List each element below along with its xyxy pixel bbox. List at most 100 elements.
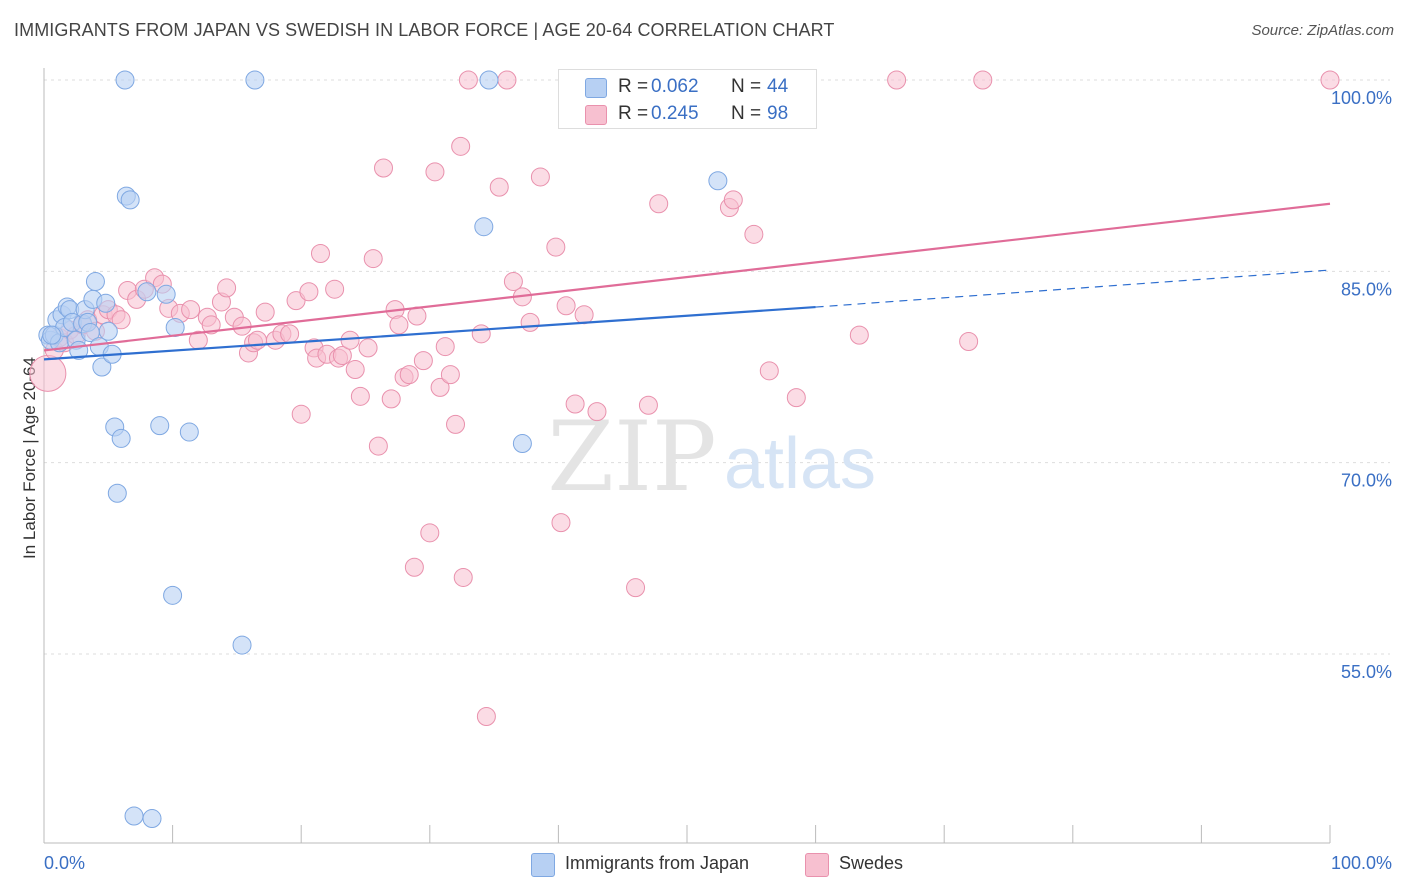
swedes-point [345, 360, 365, 380]
swedes-point [201, 315, 221, 335]
swedes-point [332, 346, 352, 366]
japan-point [512, 434, 532, 454]
swedes-point [413, 351, 433, 371]
legend-n-value: 44 [767, 76, 789, 97]
japan-point [156, 284, 176, 304]
swedes-point [551, 513, 571, 533]
swedes-point [430, 377, 450, 397]
swedes-point [530, 167, 550, 187]
japan-point [179, 422, 199, 442]
swedes-point [744, 224, 764, 244]
y-tick-label: 85.0% [1341, 279, 1392, 299]
japan-point [120, 190, 140, 210]
swedes-point [1320, 70, 1340, 90]
swedes-point [497, 70, 517, 90]
japan-point [245, 70, 265, 90]
japan-point [163, 585, 183, 605]
swedes-point [626, 578, 646, 598]
swedes-point [381, 389, 401, 409]
swedes-point [503, 272, 523, 292]
chart-source: Source: ZipAtlas.com [1251, 22, 1394, 39]
swedes-point [471, 324, 491, 344]
swedes-point [247, 330, 267, 350]
swedes-point [299, 282, 319, 302]
swedes-point [723, 190, 743, 210]
bottom-legend-label-swedes: Swedes [839, 853, 904, 873]
swedes-point [310, 243, 330, 263]
y-tick-label: 70.0% [1341, 471, 1392, 491]
japan-point [479, 70, 499, 90]
swedes-point [489, 177, 509, 197]
correlation-legend: R = 0.062 N = 44 R = 0.245 N = 98 [558, 69, 817, 129]
swedes-point [849, 325, 869, 345]
swedes-point [291, 404, 311, 424]
japan-point [98, 321, 118, 341]
watermark: ZIP atlas [547, 401, 876, 513]
swedes-point [404, 557, 424, 577]
grid-layer [44, 79, 1390, 655]
legend-n-label: N = [731, 76, 762, 97]
japan-point [137, 282, 157, 302]
japan-point [142, 809, 162, 829]
swedes-point [959, 331, 979, 351]
swedes-point [425, 162, 445, 182]
swedes-point [363, 249, 383, 269]
japan-point [92, 357, 112, 377]
bottom-legend-swatch-japan [531, 853, 555, 877]
swedes-point [340, 330, 360, 350]
swedes-point [358, 338, 378, 358]
trend-layer [43, 202, 1331, 361]
watermark-zip: ZIP [547, 401, 716, 513]
swedes-point [574, 305, 594, 325]
legend-n-label: N = [731, 103, 762, 124]
legend-r-value: 0.062 [651, 76, 699, 97]
japan-point [85, 272, 105, 292]
legend-r-label: R = [618, 103, 649, 124]
swedes-point [29, 354, 67, 392]
japan-trendline-extension [815, 269, 1331, 308]
japan-point [115, 70, 135, 90]
swedes-point [368, 436, 388, 456]
swedes-point [759, 361, 779, 381]
swedes-point [453, 567, 473, 587]
swedes-point [887, 70, 907, 90]
swedes-point [587, 402, 607, 422]
japan-point [96, 293, 116, 313]
legend-r-label: R = [618, 76, 649, 97]
swedes-point [440, 365, 460, 385]
swedes-point [389, 315, 409, 335]
japan-trendline [43, 305, 816, 361]
x-tick-label: 0.0% [44, 853, 85, 873]
swedes-point [350, 386, 370, 406]
legend-r-value: 0.245 [651, 103, 699, 124]
japan-point [42, 325, 62, 345]
swedes-point [649, 194, 669, 214]
watermark-atlas: atlas [724, 424, 876, 504]
bottom-legend-swatch-swedes [805, 853, 829, 877]
japan-point [124, 806, 144, 826]
y-tick-label: 55.0% [1341, 662, 1392, 682]
japan-point [107, 483, 127, 503]
swedes-point [255, 302, 275, 322]
japan-point [708, 171, 728, 191]
axis-layer [43, 68, 1331, 844]
swedes-point [399, 365, 419, 385]
x-tick-label: 100.0% [1331, 853, 1392, 873]
swedes-point [458, 70, 478, 90]
chart-title: IMMIGRANTS FROM JAPAN VS SWEDISH IN LABO… [14, 20, 835, 40]
swedes-point [565, 394, 585, 414]
swedes-point [451, 136, 471, 156]
swedes-point [420, 523, 440, 543]
legend-swatch-swedes [585, 105, 607, 125]
legend-n-value: 98 [767, 103, 789, 124]
bottom-legend-label-japan: Immigrants from Japan [565, 853, 750, 873]
swedes-trendline [43, 202, 1331, 352]
legend-swatch-japan [585, 78, 607, 98]
japan-point [111, 428, 131, 448]
swedes-point [638, 395, 658, 415]
japan-point [474, 217, 494, 237]
swedes-point [374, 158, 394, 178]
swedes-point [280, 324, 300, 344]
swedes-point [111, 310, 131, 330]
